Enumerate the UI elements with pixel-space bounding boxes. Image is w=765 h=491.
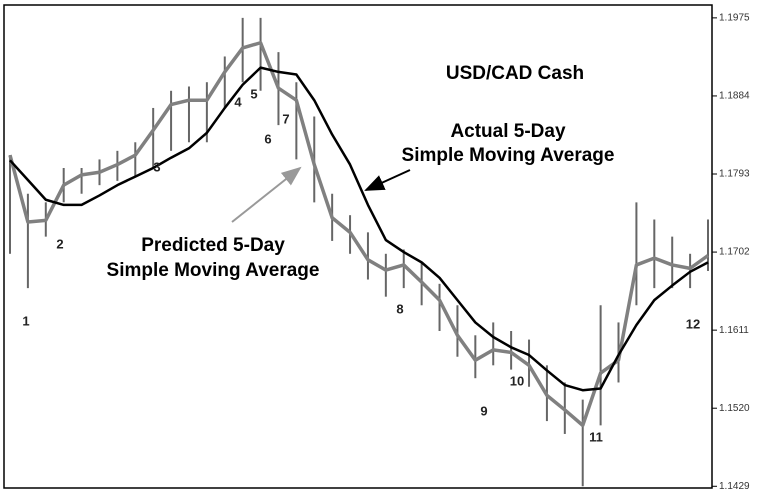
y-tick-label: 1.1429 [719,481,750,491]
point-label: 10 [510,373,524,388]
line [8,40,710,428]
point-label: 9 [480,403,487,418]
y-tick-label: 1.1884 [719,91,750,102]
point-label: 4 [234,94,242,109]
point-label: 3 [153,159,160,174]
line [9,66,709,392]
annotation: Actual 5-Day [450,121,566,142]
annotation: Simple Moving Average [402,145,615,166]
point-label: 1 [22,313,29,328]
chart-title: USD/CAD Cash [446,63,584,84]
point-label: 5 [250,86,257,101]
arrow-predicted [231,166,302,223]
point-label: 2 [56,236,63,251]
point-label: 8 [396,301,403,316]
y-tick-label: 1.1520 [719,403,750,414]
y-tick-label: 1.1611 [719,325,749,336]
y-tick-label: 1.1975 [719,13,750,24]
point-label: 11 [589,429,603,444]
arrow-actual [364,169,411,191]
y-tick-label: 1.1702 [719,247,750,258]
y-tick-label: 1.1793 [719,169,750,180]
point-label: 12 [686,316,700,331]
annotation: Predicted 5-Day [141,235,285,256]
point-label: 6 [264,131,271,146]
annotation: Simple Moving Average [107,260,320,281]
point-label: 7 [282,111,289,126]
